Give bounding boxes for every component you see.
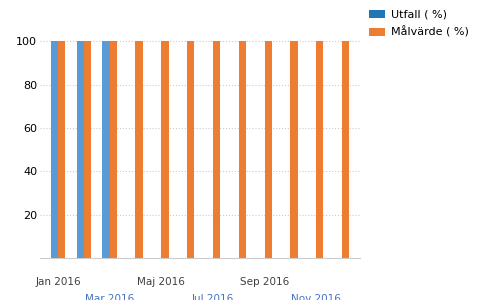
Bar bbox=[264, 41, 272, 258]
Bar bbox=[58, 41, 66, 258]
Bar bbox=[84, 41, 91, 258]
Bar bbox=[290, 41, 298, 258]
Bar bbox=[213, 41, 220, 258]
Bar bbox=[316, 41, 324, 258]
Legend: Utfall ( %), Målvärde ( %): Utfall ( %), Målvärde ( %) bbox=[369, 10, 469, 38]
Bar bbox=[51, 41, 58, 258]
Text: Nov 2016: Nov 2016 bbox=[291, 294, 341, 300]
Bar bbox=[102, 41, 110, 258]
Bar bbox=[342, 41, 349, 258]
Text: Maj 2016: Maj 2016 bbox=[138, 278, 185, 287]
Bar bbox=[187, 41, 194, 258]
Bar bbox=[136, 41, 142, 258]
Text: Jan 2016: Jan 2016 bbox=[36, 278, 81, 287]
Bar bbox=[162, 41, 168, 258]
Text: Mar 2016: Mar 2016 bbox=[85, 294, 134, 300]
Text: Jul 2016: Jul 2016 bbox=[192, 294, 234, 300]
Text: Sep 2016: Sep 2016 bbox=[240, 278, 289, 287]
Bar bbox=[76, 41, 84, 258]
Bar bbox=[238, 41, 246, 258]
Bar bbox=[110, 41, 117, 258]
